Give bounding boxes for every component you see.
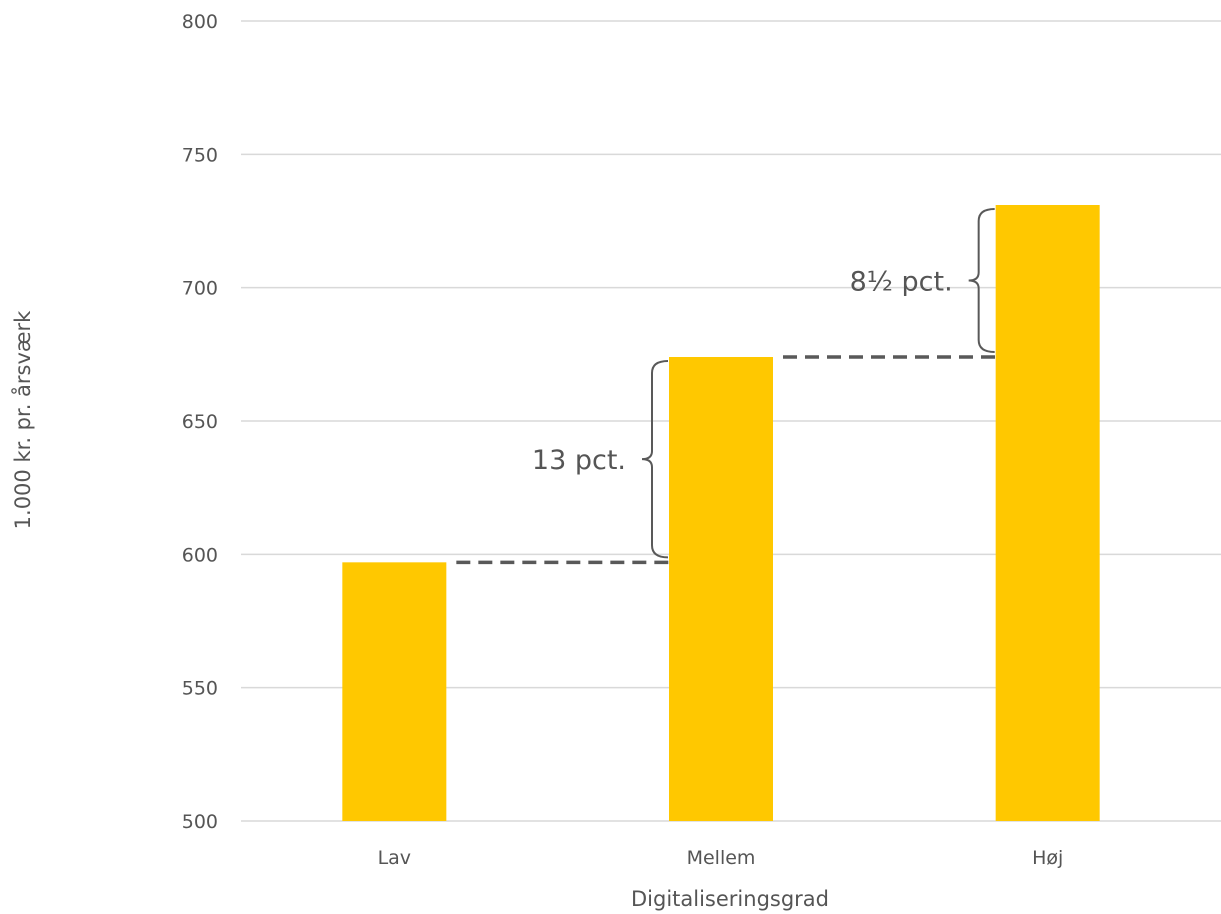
y-tick-labels: 500 550 600 650 700 750 800	[182, 11, 218, 833]
annotation-label: 13 pct.	[532, 445, 626, 476]
annotation-label: 8½ pct.	[850, 267, 953, 298]
y-tick-label: 500	[182, 811, 218, 833]
y-tick-label: 550	[182, 678, 218, 700]
x-axis-title: Digitaliseringsgrad	[631, 887, 829, 911]
bars	[342, 205, 1100, 821]
y-axis-title: 1.000 kr. pr. årsværk	[10, 310, 35, 530]
annotations: 13 pct. 8½ pct.	[456, 208, 996, 565]
x-tick-label: Høj	[1032, 847, 1063, 869]
brace-bracket	[968, 208, 995, 353]
y-tick-label: 750	[182, 144, 218, 166]
y-tick-label: 650	[182, 411, 218, 433]
bar-mellem	[669, 357, 773, 821]
x-tick-labels: Lav Mellem Høj	[378, 847, 1064, 869]
y-tick-label: 600	[182, 544, 218, 566]
y-tick-label: 700	[182, 278, 218, 300]
x-tick-label: Lav	[378, 847, 411, 869]
bar-høj	[995, 205, 1100, 821]
x-tick-label: Mellem	[687, 847, 756, 869]
y-tick-label: 800	[182, 11, 218, 33]
bar-lav	[342, 562, 447, 821]
brace-bracket	[641, 360, 669, 559]
